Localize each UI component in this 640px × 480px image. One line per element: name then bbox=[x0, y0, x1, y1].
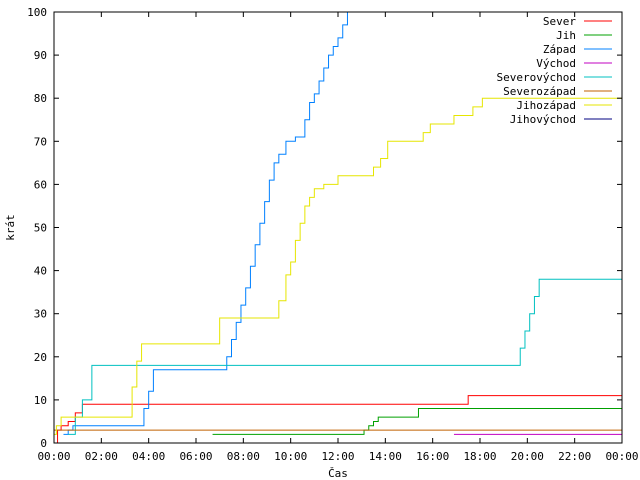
x-tick-label: 02:00 bbox=[85, 450, 118, 463]
series-line-0 bbox=[54, 395, 622, 444]
series-line-4 bbox=[68, 278, 622, 435]
legend-label: Jihovýchod bbox=[510, 113, 576, 126]
x-tick-label: 20:00 bbox=[511, 450, 544, 463]
y-tick-label: 40 bbox=[34, 265, 47, 278]
y-tick-label: 20 bbox=[34, 351, 47, 364]
y-tick-label: 70 bbox=[34, 135, 47, 148]
series-line-1 bbox=[212, 408, 622, 435]
y-tick-label: 0 bbox=[40, 437, 47, 450]
series-line-6 bbox=[54, 97, 622, 435]
y-tick-label: 90 bbox=[34, 49, 47, 62]
y-tick-label: 30 bbox=[34, 308, 47, 321]
x-tick-label: 00:00 bbox=[605, 450, 638, 463]
x-tick-label: 16:00 bbox=[416, 450, 449, 463]
x-tick-label: 08:00 bbox=[227, 450, 260, 463]
y-axis-title: krát bbox=[4, 214, 17, 241]
x-tick-label: 06:00 bbox=[179, 450, 212, 463]
x-tick-label: 18:00 bbox=[463, 450, 496, 463]
y-tick-label: 10 bbox=[34, 394, 47, 407]
legend: SeverJihZápadVýchodSeverovýchodSeverozáp… bbox=[497, 15, 612, 126]
y-tick-label: 60 bbox=[34, 178, 47, 191]
legend-label: Sever bbox=[543, 15, 576, 28]
ticks-layer: 00:00 02:00 04:00 06:00 08:00 10:00 12:00 14:00… bbox=[27, 6, 638, 463]
legend-label: Jih bbox=[556, 29, 576, 42]
legend-label: Východ bbox=[536, 57, 576, 70]
x-tick-label: 00:00 bbox=[37, 450, 70, 463]
x-tick-label: 10:00 bbox=[274, 450, 307, 463]
x-tick-label: 14:00 bbox=[369, 450, 402, 463]
legend-label: Severozápad bbox=[503, 85, 576, 98]
series-line-2 bbox=[63, 11, 357, 435]
legend-label: Severovýchod bbox=[497, 71, 576, 84]
y-tick-label: 50 bbox=[34, 222, 47, 235]
legend-label: Jihozápad bbox=[516, 99, 576, 112]
y-tick-label: 100 bbox=[27, 6, 47, 19]
y-tick-label: 80 bbox=[34, 92, 47, 105]
x-tick-label: 04:00 bbox=[132, 450, 165, 463]
legend-label: Západ bbox=[543, 43, 576, 56]
x-tick-label: 22:00 bbox=[558, 450, 591, 463]
x-axis-title: Čas bbox=[328, 467, 348, 480]
series-layer bbox=[54, 11, 622, 444]
x-tick-label: 12:00 bbox=[321, 450, 354, 463]
